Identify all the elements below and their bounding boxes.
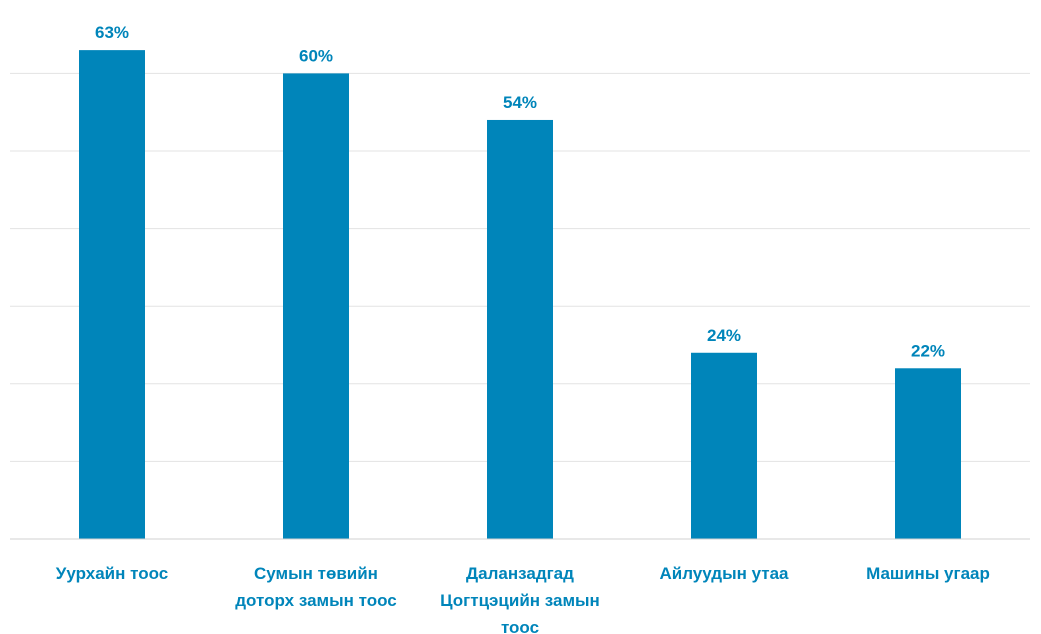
category-label: Даланзадгад Цогтцэцийн замын тоос (440, 564, 600, 634)
value-labels: 63% 60% 54% 24% 22% (95, 23, 945, 360)
bars (79, 50, 961, 540)
bar (691, 352, 757, 539)
category-label: Уурхайн тоос (56, 564, 168, 583)
data-label: 22% (911, 341, 945, 360)
bar (487, 119, 553, 540)
category-label: Айлуудын утаа (660, 564, 790, 583)
data-label: 54% (503, 93, 537, 112)
bar (895, 368, 961, 539)
category-label: Сумын төвийн доторх замын тоос (235, 564, 396, 610)
bar (79, 50, 145, 540)
data-label: 63% (95, 23, 129, 42)
data-label: 60% (299, 46, 333, 65)
category-labels: Уурхайн тоос Сумын төвийн доторх замын тоо… (56, 564, 990, 634)
category-label: Машины угаар (866, 564, 990, 583)
bar (283, 73, 349, 540)
data-label: 24% (707, 326, 741, 345)
